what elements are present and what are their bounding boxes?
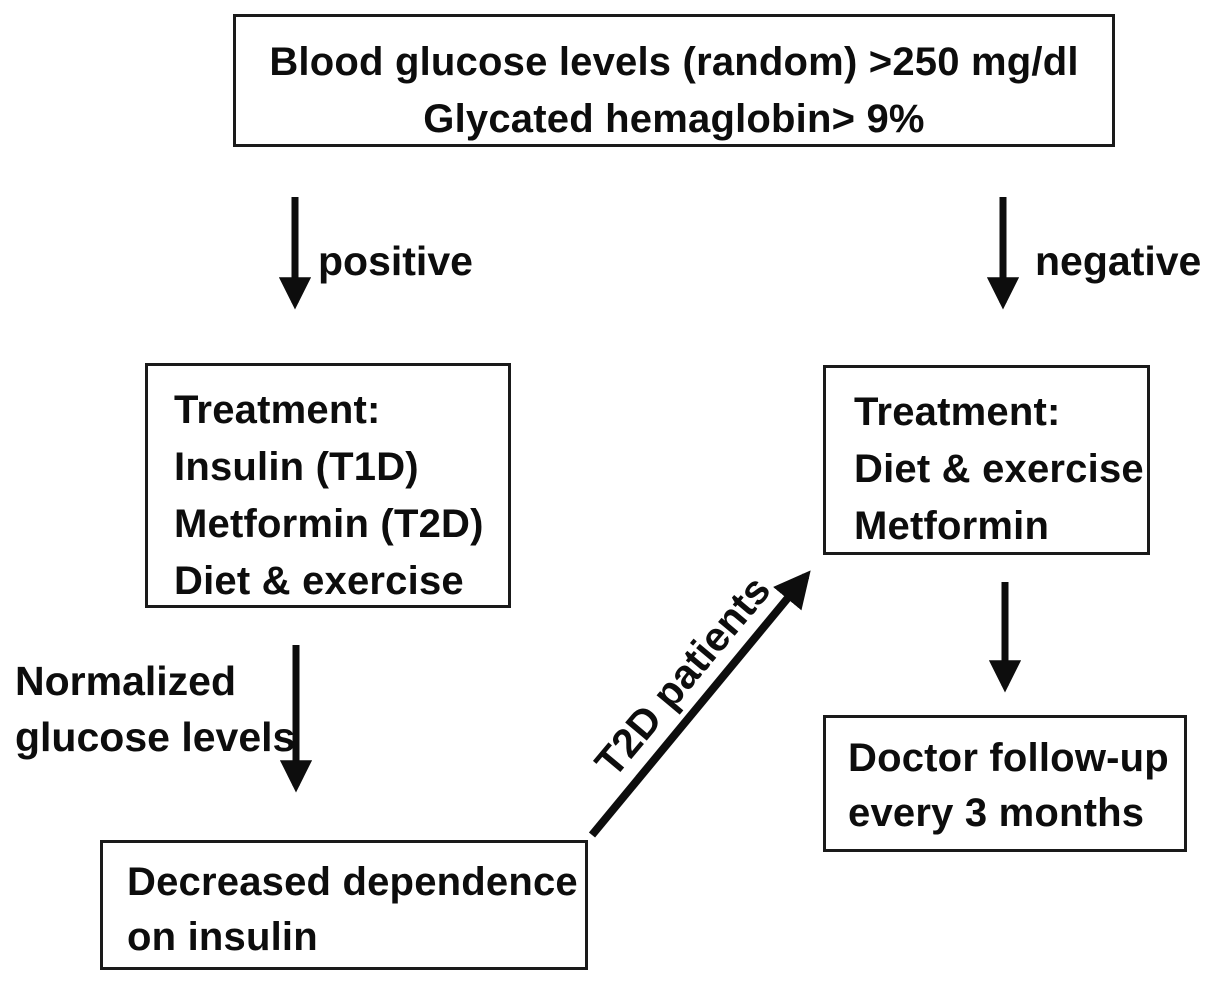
treatment-negative-box: Treatment: Diet & exercise Metformin [823, 365, 1150, 555]
normalized-glucose-label: Normalized glucose levels [15, 653, 295, 765]
decreased-dependence-box: Decreased dependence on insulin [100, 840, 588, 970]
doctor-followup-line2: every 3 months [848, 791, 1145, 835]
treatment-positive-metformin: Metformin (T2D) [174, 502, 484, 546]
treatment-positive-box: Treatment: Insulin (T1D) Metformin (T2D)… [145, 363, 511, 608]
treatment-positive-diet: Diet & exercise [174, 559, 464, 603]
t2d-patients-label: T2D patients [585, 567, 780, 786]
doctor-followup-box: Doctor follow-up every 3 months [823, 715, 1187, 852]
treatment-positive-heading: Treatment: [174, 388, 381, 432]
treatment-negative-metformin: Metformin [854, 504, 1050, 548]
treatment-negative-diet: Diet & exercise [854, 447, 1144, 491]
negative-branch-label: negative [1035, 238, 1202, 284]
normalized-glucose-line1: Normalized [15, 658, 236, 704]
screening-line-glucose: Blood glucose levels (random) >250 mg/dl [269, 40, 1079, 84]
screening-line-hba1c: Glycated hemaglobin> 9% [423, 97, 925, 141]
normalized-glucose-line2: glucose levels [15, 714, 296, 760]
decreased-dependence-line1: Decreased dependence [127, 860, 578, 904]
screening-criteria-box: Blood glucose levels (random) >250 mg/dl… [233, 14, 1115, 147]
treatment-negative-heading: Treatment: [854, 390, 1061, 434]
positive-branch-label: positive [318, 238, 473, 284]
doctor-followup-line1: Doctor follow-up [848, 736, 1169, 780]
treatment-positive-insulin: Insulin (T1D) [174, 445, 419, 489]
arrow-t2d-patients [588, 570, 811, 838]
decreased-dependence-line2: on insulin [127, 915, 318, 959]
